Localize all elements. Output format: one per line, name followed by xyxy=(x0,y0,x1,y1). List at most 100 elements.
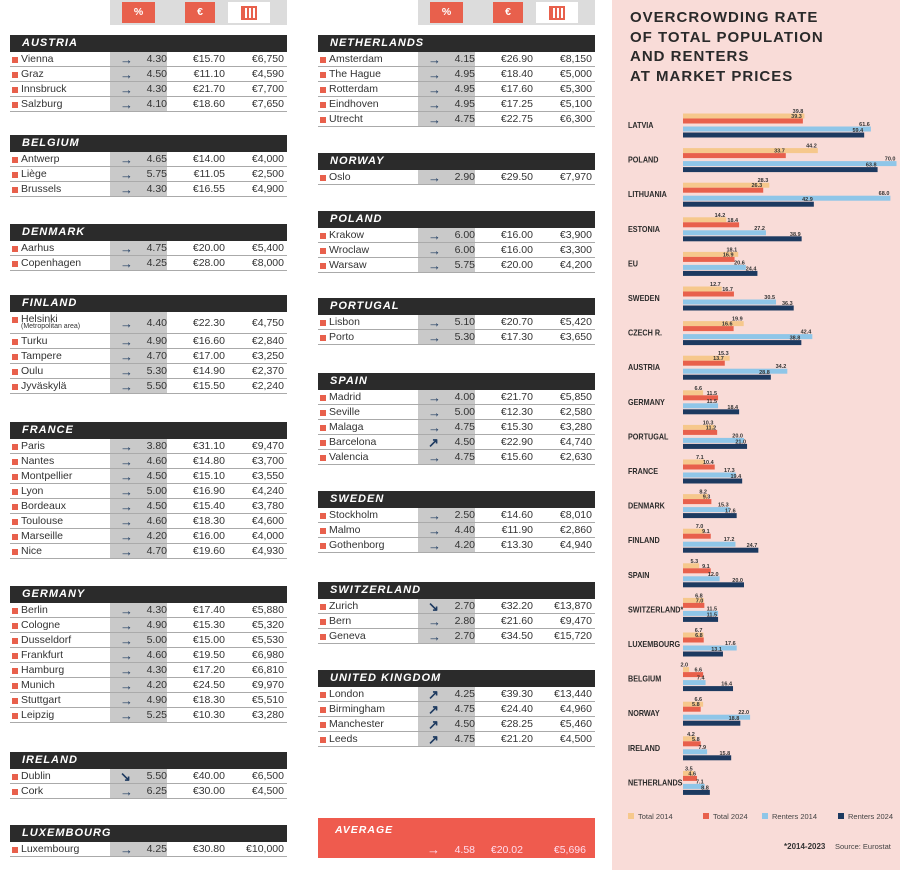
bar xyxy=(683,334,813,340)
city: Zurich xyxy=(329,600,359,612)
row-line xyxy=(10,96,287,97)
price: €5,850 xyxy=(559,391,592,403)
price: €4,900 xyxy=(251,183,284,195)
rent: €26.90 xyxy=(500,53,533,65)
bullet xyxy=(320,455,326,461)
value-label: 5.3 xyxy=(691,559,699,565)
value-label: 5.8 xyxy=(692,737,700,743)
yield: 4.75 xyxy=(454,113,475,125)
city: Seville xyxy=(329,406,360,418)
value-label: 15.3 xyxy=(718,503,729,509)
city: Krakow xyxy=(329,229,365,241)
value-label: 68.0 xyxy=(879,191,890,197)
yield: 4.75 xyxy=(454,703,475,715)
bullet xyxy=(320,410,326,416)
yield: 4.75 xyxy=(146,242,167,254)
price: €4,940 xyxy=(559,539,592,551)
category-label: SWEDEN xyxy=(628,293,660,303)
city: Eindhoven xyxy=(329,98,379,110)
trend-cell xyxy=(418,450,475,465)
trend-cell xyxy=(418,170,475,185)
rent: €32.20 xyxy=(500,600,533,612)
row-line xyxy=(318,464,595,465)
bar xyxy=(683,187,764,193)
city: Bordeaux xyxy=(21,500,66,512)
bar xyxy=(683,217,727,223)
value-label: 9.1 xyxy=(702,564,710,570)
bar xyxy=(683,701,704,707)
yield: 4.30 xyxy=(146,604,167,616)
rent: €11.90 xyxy=(501,524,533,536)
trend: → xyxy=(120,256,133,271)
trend-cell xyxy=(110,364,167,379)
yield: 4.15 xyxy=(454,53,475,65)
price: €5,300 xyxy=(559,83,592,95)
rent: €15.60 xyxy=(500,451,533,463)
row-line xyxy=(10,543,287,544)
row-line xyxy=(318,522,595,523)
price: €3,780 xyxy=(251,500,284,512)
value-label: 10.4 xyxy=(703,460,715,466)
bar xyxy=(683,270,758,276)
bar xyxy=(683,321,744,327)
city: Antwerp xyxy=(21,153,60,165)
city: Helsinki xyxy=(21,313,58,325)
price: €4,200 xyxy=(559,259,592,271)
trend: → xyxy=(120,315,133,331)
rent: €16.60 xyxy=(192,335,225,347)
average-label: AVERAGE xyxy=(335,824,394,836)
yield: 4.95 xyxy=(454,98,475,110)
category-label: PORTUGAL xyxy=(628,432,669,442)
trend: → xyxy=(120,618,133,633)
city: Malmo xyxy=(329,524,361,536)
bar xyxy=(683,706,701,712)
value-label: 20.0 xyxy=(732,433,743,439)
building-header xyxy=(228,2,270,23)
rent: €15.10 xyxy=(192,470,225,482)
trend: ↗ xyxy=(428,435,439,450)
trend-cell xyxy=(110,334,167,349)
row-line xyxy=(10,468,287,469)
city: Rotterdam xyxy=(329,83,379,95)
trend-cell xyxy=(110,484,167,499)
bar xyxy=(683,360,725,366)
bullet xyxy=(320,102,326,108)
trend: → xyxy=(428,629,441,644)
bar xyxy=(683,368,788,374)
value-label: 7.0 xyxy=(696,598,704,604)
row-line xyxy=(318,434,595,435)
trend-cell xyxy=(110,52,167,67)
trend: → xyxy=(428,420,441,435)
row-line xyxy=(318,613,595,614)
bar xyxy=(683,749,708,755)
yield: 4.60 xyxy=(146,649,167,661)
city: Oulu xyxy=(21,365,44,377)
rent: €16.00 xyxy=(192,530,225,542)
city: Porto xyxy=(329,331,355,343)
category-label: SWITZERLAND* xyxy=(628,605,684,615)
value-label: 16.7 xyxy=(722,287,733,293)
country-header: AUSTRIA xyxy=(10,35,287,52)
row-line xyxy=(318,272,595,273)
rent: €29.50 xyxy=(500,171,533,183)
row-line xyxy=(10,111,287,112)
bar xyxy=(683,148,818,154)
yield: 5.30 xyxy=(454,331,475,343)
country-header: GERMANY xyxy=(10,586,287,603)
row-line xyxy=(318,344,595,345)
title-line: AT MARKET PRICES xyxy=(630,67,794,85)
row-line xyxy=(318,643,595,644)
chart-panel xyxy=(612,0,900,870)
bullet xyxy=(12,549,18,555)
bar xyxy=(683,437,744,443)
trend-cell xyxy=(110,152,167,167)
trend-cell xyxy=(418,315,475,330)
row-line xyxy=(10,558,287,559)
value-label: 17.2 xyxy=(724,537,735,543)
trend-cell xyxy=(418,243,475,258)
trend-cell xyxy=(110,648,167,663)
price: €3,280 xyxy=(559,421,592,433)
bullet xyxy=(320,513,326,519)
bar xyxy=(683,472,736,478)
bar xyxy=(683,499,712,505)
